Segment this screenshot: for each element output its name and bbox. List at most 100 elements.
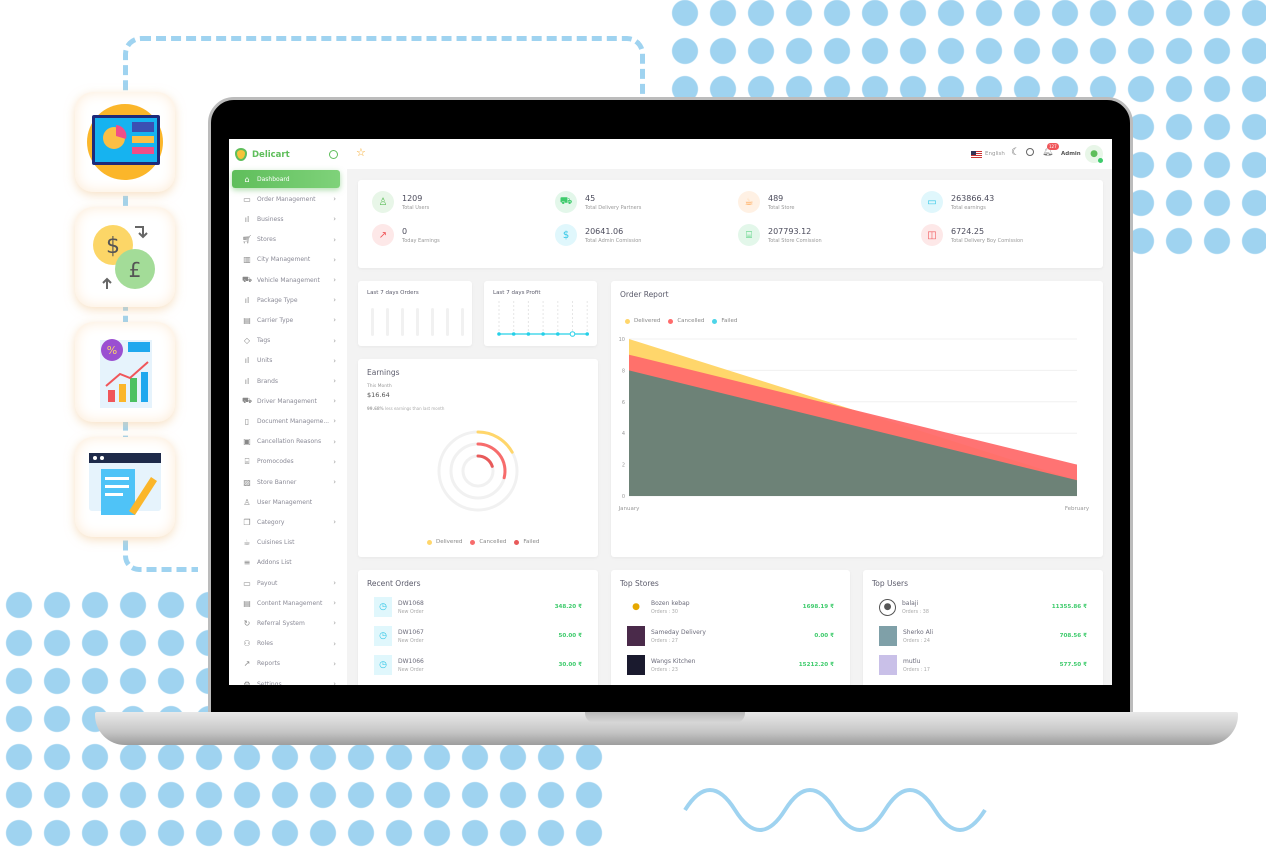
sidebar-item-stores[interactable]: 🛒︎ Stores › xyxy=(232,231,340,249)
sidebar-toggle-icon[interactable] xyxy=(329,150,338,159)
list-item[interactable]: Sameday Delivery Orders : 27 0.00 ₹ xyxy=(627,623,834,649)
chevron-right-icon: › xyxy=(333,195,336,204)
online-status-dot xyxy=(1098,158,1103,163)
order-bar xyxy=(461,308,464,336)
sidebar-item-user-management[interactable]: ♙ User Management xyxy=(232,493,340,511)
profit-point[interactable] xyxy=(526,332,531,336)
item-title: DW1066 xyxy=(398,657,424,665)
sidebar-item-order-management[interactable]: ▭ Order Management › xyxy=(232,190,340,208)
sidebar-item-addons-list[interactable]: ≡ Addons List xyxy=(232,554,340,572)
list-item[interactable]: ● Bozen kebap Orders : 30 1698.19 ₹ xyxy=(627,594,834,620)
sidebar-item-roles[interactable]: ⚇ Roles › xyxy=(232,635,340,653)
sidebar-item-brands[interactable]: ıl Brands › xyxy=(232,372,340,390)
profit-point[interactable] xyxy=(569,331,576,337)
svg-text:$: $ xyxy=(106,234,120,259)
ring-arc-delivered[interactable] xyxy=(476,430,514,454)
tag-icon: ◇ xyxy=(243,336,251,346)
card-title: Recent Orders xyxy=(367,579,421,588)
list-item[interactable]: ◷ DW1066 New Order 30.00 ₹ xyxy=(374,652,582,678)
refresh-icon: ↻ xyxy=(243,618,251,628)
sidebar-item-cancellation-reasons[interactable]: ▣ Cancellation Reasons › xyxy=(232,433,340,451)
top-stores-card: Top Stores ● Bozen kebap Orders : 30 1698.1… xyxy=(611,570,850,685)
profit-point[interactable] xyxy=(585,332,589,336)
sidebar-item-city-management[interactable]: ▥ City Management › xyxy=(232,251,340,269)
legend-label: Cancelled xyxy=(677,318,705,324)
item-title: DW1068 xyxy=(398,599,424,607)
list-item[interactable]: Wangs Kitchen Orders : 23 15212.20 ₹ xyxy=(627,652,834,678)
order-bar xyxy=(446,308,449,336)
area-series-failed[interactable] xyxy=(629,370,1077,496)
sidebar-item-content-management[interactable]: ▤ Content Management › xyxy=(232,594,340,612)
compare-percent: 99.68% xyxy=(367,406,384,411)
dark-mode-icon[interactable]: ☾ xyxy=(1011,147,1020,158)
bell-icon[interactable]: 🔔︎ xyxy=(1042,147,1054,157)
list-item[interactable]: ◷ DW1068 New Order 348.20 ₹ xyxy=(374,594,582,620)
stat-label: Total Store Comission xyxy=(768,237,822,244)
sidebar-item-reports[interactable]: ↗ Reports › xyxy=(232,655,340,673)
earnings-amount: $16.64 xyxy=(367,391,390,399)
sidebar-item-payout[interactable]: ▭ Payout › xyxy=(232,574,340,592)
ring-arc-cancelled[interactable] xyxy=(476,442,507,480)
sidebar-item-settings[interactable]: ⚙ Settings › xyxy=(232,675,340,686)
list-item[interactable]: ◷ DW1067 New Order 50.00 ₹ xyxy=(374,623,582,649)
recent-orders-card: Recent Orders ◷ DW1068 New Order 348.20 ₹ ◷ D… xyxy=(358,570,598,685)
list-item[interactable]: ● balaji Orders : 38 11355.86 ₹ xyxy=(879,594,1087,620)
sidebar-item-category[interactable]: ❐ Category › xyxy=(232,513,340,531)
sidebar-item-label: Store Banner xyxy=(257,478,297,486)
feature-card-currency: $ £ xyxy=(75,207,175,307)
sidebar-item-carrier-type[interactable]: ▤ Carrier Type › xyxy=(232,311,340,329)
item-amount: 15212.20 ₹ xyxy=(798,662,834,668)
file-icon: ▤ xyxy=(243,598,251,608)
sidebar-item-referral-system[interactable]: ↻ Referral System › xyxy=(232,614,340,632)
legend-dot xyxy=(470,539,476,545)
credit-card-icon: ▭ xyxy=(243,578,251,588)
sidebar-item-package-type[interactable]: ıl Package Type › xyxy=(232,291,340,309)
sidebar-item-label: Units xyxy=(257,357,273,365)
item-subtitle: Orders : 30 xyxy=(651,609,678,615)
user-avatar xyxy=(879,626,897,646)
profit-point[interactable] xyxy=(556,332,560,336)
sidebar-item-promocodes[interactable]: ⌸ Promocodes › xyxy=(232,453,340,471)
profit-point[interactable] xyxy=(541,332,545,336)
sidebar-item-units[interactable]: ıl Units › xyxy=(232,352,340,370)
dashboard-screen: Delicart ⌂ Dashboard ▭ Order Management › ıl B… xyxy=(229,139,1112,685)
coffee-icon: ☕︎ xyxy=(243,538,251,548)
order-bar xyxy=(401,308,404,336)
brand-logo: Delicart xyxy=(235,148,290,161)
bee-logo-icon xyxy=(235,148,247,161)
sidebar-item-store-banner[interactable]: ▨ Store Banner › xyxy=(232,473,340,491)
sidebar-item-dashboard[interactable]: ⌂ Dashboard xyxy=(232,170,340,188)
admin-name[interactable]: Admin xyxy=(1061,151,1081,157)
list-item[interactable]: mutlu Orders : 17 577.50 ₹ xyxy=(879,652,1087,678)
sidebar-item-vehicle-management[interactable]: ⛟ Vehicle Management › xyxy=(232,271,340,289)
laptop-notch xyxy=(585,712,745,723)
ring-arc-failed[interactable] xyxy=(476,454,494,468)
chevron-right-icon: › xyxy=(333,377,336,385)
profit-point[interactable] xyxy=(497,332,501,336)
truck-icon: ⛟ xyxy=(241,396,253,406)
item-subtitle: Orders : 23 xyxy=(651,667,678,673)
sidebar-item-driver-management[interactable]: ⛟ Driver Management › xyxy=(232,392,340,410)
sidebar-item-label: Referral System xyxy=(257,619,305,627)
language-selector[interactable]: English xyxy=(985,151,1005,157)
chevron-right-icon: › xyxy=(333,639,336,648)
list-item[interactable]: Sherko Ali Orders : 24 708.56 ₹ xyxy=(879,623,1087,649)
avatar[interactable]: ● xyxy=(1085,145,1103,163)
sidebar-item-document-manageme[interactable]: ▯ Document Manageme... › xyxy=(232,412,340,430)
sidebar-item-cuisines-list[interactable]: ☕︎ Cuisines List xyxy=(232,534,340,552)
item-subtitle: Orders : 27 xyxy=(651,638,678,644)
star-icon[interactable]: ☆ xyxy=(356,146,366,159)
sidebar-item-label: Cancellation Reasons xyxy=(257,438,322,446)
copy-icon: ❐ xyxy=(243,517,251,527)
sidebar-item-business[interactable]: ıl Business › xyxy=(232,210,340,228)
legend-dot xyxy=(668,318,674,324)
user-avatar: ● xyxy=(879,598,896,616)
top-header: ☆ English ☾ 🔔︎ 127 Admin ● xyxy=(347,139,1112,169)
sidebar-item-label: Settings xyxy=(257,680,282,686)
search-icon[interactable] xyxy=(1026,148,1034,156)
folder-icon: ▣ xyxy=(243,437,251,447)
sidebar-item-label: Driver Management xyxy=(257,397,317,405)
profit-point[interactable] xyxy=(511,332,516,336)
legend-dot xyxy=(514,539,520,545)
sidebar-item-tags[interactable]: ◇ Tags › xyxy=(232,332,340,350)
